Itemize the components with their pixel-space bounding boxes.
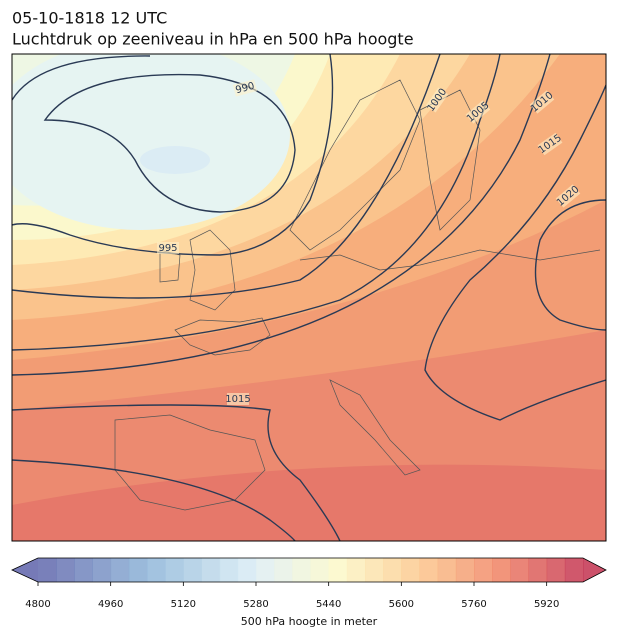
colorbar-segment	[401, 558, 420, 582]
isobar-label-bg	[425, 87, 449, 113]
colorbar-segment	[256, 558, 275, 582]
isobar	[12, 54, 441, 299]
map	[12, 54, 606, 541]
colorbar-tick-label: 4800	[25, 599, 50, 610]
colorbar-segment	[346, 558, 366, 582]
colorbar-segment	[38, 558, 57, 582]
colorbar-segment	[128, 558, 148, 582]
isobar-label-bg	[227, 393, 249, 405]
colorbar-label: 500 hPa hoogte in meter	[241, 615, 378, 628]
subtitle: Luchtdruk op zeeniveau in hPa en 500 hPa…	[12, 30, 414, 49]
isobar-label-bg	[157, 242, 179, 254]
isobar-label-bg	[537, 132, 563, 156]
isobar-label-bg	[232, 79, 258, 97]
colorbar-segment	[546, 558, 566, 582]
isobar	[534, 199, 606, 331]
isobar	[12, 54, 334, 256]
map-frame	[11, 53, 607, 542]
colorbar-segment	[165, 558, 184, 582]
colorbar-segment	[74, 558, 93, 582]
colorbar-segment	[383, 558, 402, 582]
title: 05-10-1818 12 UTC	[12, 9, 167, 28]
colorbar-segment	[147, 558, 166, 582]
isobar-label: 990	[234, 81, 255, 97]
height-band	[12, 54, 290, 230]
colorbar-segment	[419, 558, 439, 582]
colorbar-tick-label: 5440	[316, 599, 341, 610]
colorbar-segment	[365, 558, 384, 582]
colorbar-tick-label: 5120	[171, 599, 196, 610]
colorbar-segment	[510, 558, 529, 582]
colorbar-segment	[201, 558, 221, 582]
colorbar-segment	[455, 558, 475, 582]
isobar-label-bg	[465, 100, 491, 124]
isobar-label-bg	[555, 184, 581, 208]
isobar-label: 995	[158, 243, 177, 254]
colorbar-tick-label: 5280	[243, 599, 268, 610]
colorbar-segment	[474, 558, 493, 582]
colorbar-segment	[274, 558, 293, 582]
isobar-label-bg	[529, 90, 555, 114]
height-band	[140, 146, 210, 174]
colorbar-tick-label: 5760	[461, 599, 486, 610]
colorbar-segment	[492, 558, 511, 582]
colorbar-segment	[310, 558, 330, 582]
colorbar-segment	[564, 558, 584, 582]
colorbar-tick-label: 4960	[98, 599, 123, 610]
colorbar-segment	[237, 558, 257, 582]
coastline	[114, 79, 601, 511]
colorbar-segment	[110, 558, 130, 582]
colorbar-segment	[183, 558, 202, 582]
colorbar-extend-low	[12, 558, 38, 582]
isobar	[12, 84, 606, 541]
colorbar-tick-label: 5920	[534, 599, 559, 610]
isobar	[43, 73, 296, 213]
colorbar-segment	[219, 558, 239, 582]
colorbar-segment	[292, 558, 311, 582]
isobar-label: 1015	[225, 394, 250, 405]
colorbar-tick-label: 5600	[389, 599, 414, 610]
colorbar-segment	[92, 558, 112, 582]
colorbar-segment	[328, 558, 348, 582]
colorbar-extend-high	[583, 558, 606, 582]
isobar	[12, 459, 296, 541]
colorbar: 4800 4960 5120 5280 5440 5600 5760 5920 500 hPa …	[11, 557, 607, 628]
colorbar-segment	[437, 558, 457, 582]
colorbar-segment	[56, 558, 75, 582]
isobar	[12, 54, 551, 376]
colorbar-segment	[528, 558, 548, 582]
